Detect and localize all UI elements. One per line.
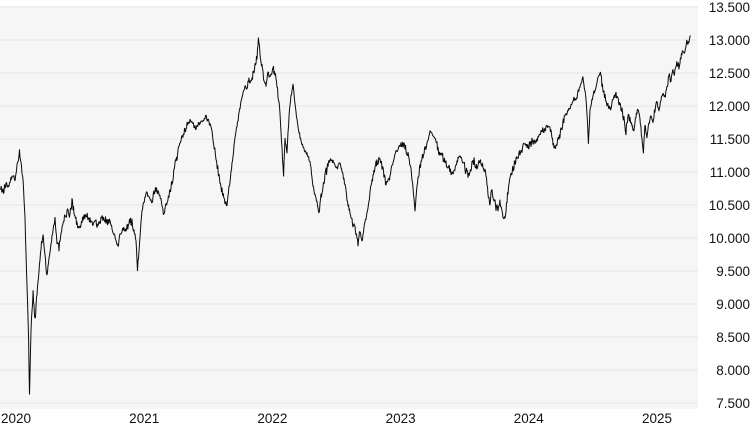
y-tick-label: 8.000 xyxy=(716,363,750,378)
price-line xyxy=(0,35,691,395)
y-tick-label: 11.500 xyxy=(709,132,750,147)
x-tick-label: 2021 xyxy=(129,411,160,426)
y-tick-label: 9.000 xyxy=(716,297,750,312)
y-tick-label: 13.000 xyxy=(708,33,750,48)
y-tick-label: 13.500 xyxy=(708,0,750,15)
y-tick-label: 7.500 xyxy=(716,396,750,411)
x-tick-label: 2023 xyxy=(385,411,416,426)
y-tick-label: 12.000 xyxy=(708,99,750,114)
y-tick-label: 10.000 xyxy=(708,231,750,246)
x-tick-label: 2020 xyxy=(0,411,32,426)
x-tick-label: 2025 xyxy=(641,411,672,426)
x-tick-label: 2024 xyxy=(513,411,544,426)
y-tick-label: 12.500 xyxy=(708,66,750,81)
y-tick-label: 11.000 xyxy=(709,165,750,180)
y-tick-label: 9.500 xyxy=(716,264,750,279)
x-tick-label: 2022 xyxy=(257,411,288,426)
y-tick-label: 8.500 xyxy=(716,330,750,345)
y-tick-label: 10.500 xyxy=(708,198,750,213)
